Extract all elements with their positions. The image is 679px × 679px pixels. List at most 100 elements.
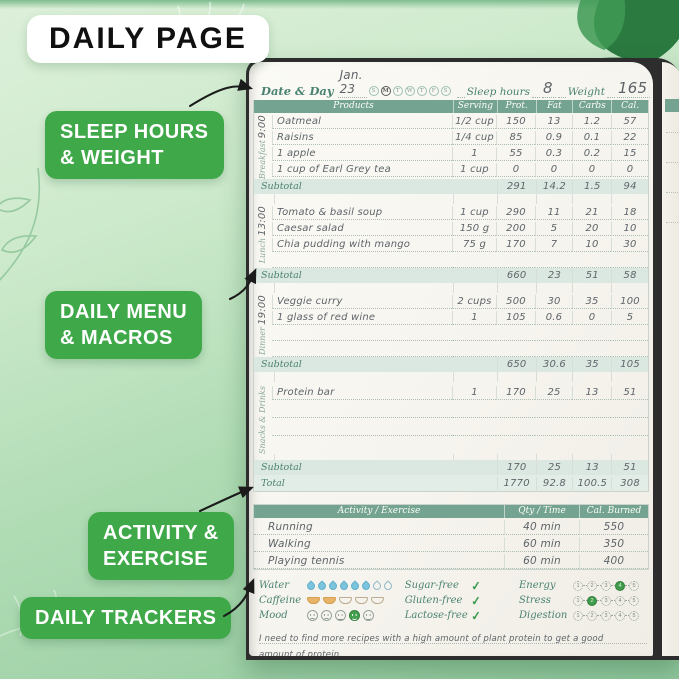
scale-dash (611, 615, 615, 617)
food-fat (535, 435, 572, 437)
table-spacer-row (254, 283, 648, 294)
spacer-cell (452, 283, 497, 294)
column-header-cal-burned: Cal. Burned (579, 505, 648, 519)
day-circle: T (416, 86, 427, 96)
callout-activity-exercise: ACTIVITY & EXERCISE (88, 512, 234, 580)
sum-carbs: 1.5 (572, 180, 611, 194)
food-fat (535, 417, 572, 419)
meal-section-snacks-drinks: Snacks & Drinks Protein bar 1 170 25 13 51 (254, 382, 648, 454)
food-prot (496, 356, 535, 358)
food-carbs (572, 356, 611, 358)
check-icon: ✓ (470, 593, 482, 609)
food-product (272, 267, 452, 269)
food-fat: 0.3 (535, 147, 572, 161)
activity-row: Walking 60 min 350 (254, 535, 648, 553)
food-fat: 13 (535, 115, 572, 129)
next-page-rule (666, 132, 679, 133)
column-header-fat: Fat (535, 100, 573, 113)
spacer-cell (273, 454, 453, 461)
scale-dot: 2 (587, 580, 597, 591)
food-prot: 290 (496, 206, 535, 221)
spacer-cell (572, 372, 611, 383)
tracker-row: Caffeine Gluten-free ✓ Stress 1 2 3 4 5 (259, 593, 649, 608)
day-circle: M (380, 86, 391, 96)
scale-dot: 3 (601, 580, 611, 591)
food-cal (611, 435, 648, 437)
activity-name: Running (254, 520, 504, 536)
food-row: 1 cup of Earl Grey tea 1 cup 0 0 0 0 (272, 161, 648, 177)
food-fat: 30 (535, 295, 572, 310)
food-row: 1 glass of red wine 1 105 0.6 0 5 (272, 309, 648, 326)
scale-dot: 1 (573, 610, 583, 621)
meal-time: 9:00 (257, 115, 268, 139)
day-circle: T (392, 86, 403, 96)
food-carbs: 21 (572, 206, 611, 221)
sleep-hours-label: Sleep hours (466, 86, 530, 98)
sum-prot: 660 (496, 269, 536, 283)
food-row (272, 418, 648, 437)
meal-section-breakfast: 9:00 Breakfast Oatmeal 1/2 cup 150 13 1.2 57 Rai… (254, 113, 648, 179)
scale-dot: 3 (601, 595, 611, 606)
food-carbs: 0.1 (572, 131, 611, 145)
scale-dot: 3 (601, 610, 611, 621)
sum-cal: 51 (611, 461, 648, 475)
water-drop-icon (381, 580, 394, 592)
spacer-cell (273, 283, 453, 294)
food-row: Tomato & basil soup 1 cup 290 11 21 18 (272, 204, 648, 221)
sum-carbs: 13 (572, 461, 611, 475)
coffee-cup-icon (370, 597, 384, 605)
day-circle: S (368, 86, 379, 96)
mood-cell: Mood (259, 610, 405, 622)
next-page-header-band (665, 99, 679, 112)
food-product (272, 356, 452, 358)
food-cal (611, 356, 648, 358)
food-serving (452, 267, 496, 269)
water-drop-icon (304, 580, 317, 592)
sum-fat: 30.6 (535, 358, 573, 372)
food-prot: 170 (496, 386, 535, 401)
sum-fat: 25 (535, 461, 573, 475)
activity-exercise-table: Activity / Exercise Qty / Time Cal. Burn… (253, 504, 649, 571)
sum-cal: 58 (611, 269, 648, 283)
meal-name: Snacks & Drinks (258, 386, 267, 455)
weight-value: 165 (616, 79, 651, 98)
leaf-lineart-left-icon (0, 167, 41, 281)
sum-carbs: 100.5 (572, 476, 611, 490)
callout-line: & WEIGHT (60, 147, 164, 169)
note-text: amount of protein. (259, 649, 343, 656)
food-serving: 1 cup (452, 163, 496, 177)
water-drop-icon (370, 580, 383, 592)
mood-very-sad-icon (306, 610, 318, 622)
sum-fat: 92.8 (535, 476, 573, 490)
spacer-cell (452, 372, 497, 383)
activity-table-body: Running 40 min 550 Walking 60 min 350 Playing … (254, 518, 648, 570)
spacer-cell (572, 194, 611, 205)
column-header-products: Products (333, 101, 374, 111)
total-row: Total 1770 92.8 100.5 308 (254, 475, 648, 492)
food-cal: 100 (611, 295, 648, 310)
food-fat: 25 (535, 386, 572, 401)
meal-rows: Protein bar 1 170 25 13 51 (272, 382, 648, 454)
scale-dot: 1 (573, 580, 583, 591)
meal-time: 13:00 (257, 206, 268, 237)
scale-cell: Energy 1 2 3 4 5 (519, 580, 649, 591)
scale-dot: 4 (615, 610, 625, 621)
tracker-row: Mood Lactose-free ✓ Digestion 1 2 3 4 5 (259, 608, 649, 623)
coffee-cup-icon (306, 597, 320, 605)
mouth (337, 618, 343, 620)
spacer-cell (273, 194, 453, 205)
food-carbs (572, 435, 611, 437)
food-cal: 57 (611, 115, 648, 129)
scale-dot: 4 (615, 595, 625, 606)
callout-line: EXERCISE (103, 548, 209, 570)
food-carbs: 35 (572, 295, 611, 310)
sum-prot: 650 (496, 358, 536, 372)
caffeine-label: Caffeine (259, 595, 302, 607)
sum-cal: 94 (611, 180, 648, 194)
food-serving: 1/2 cup (452, 115, 496, 129)
water-drop-icon (326, 580, 339, 592)
scale-dot: 5 (629, 580, 639, 591)
food-table-body: 9:00 Breakfast Oatmeal 1/2 cup 150 13 1.2 57 Rai… (254, 113, 648, 492)
food-product: 1 glass of red wine (272, 311, 452, 326)
